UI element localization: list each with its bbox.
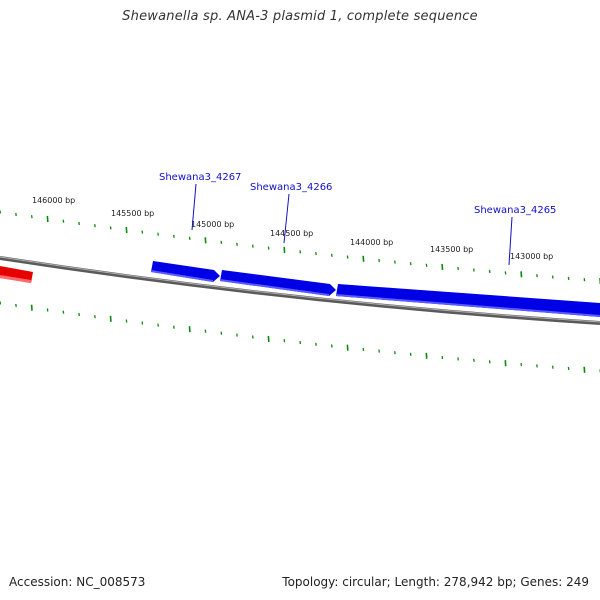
gene-feature-shewana3-4267[interactable] bbox=[151, 261, 220, 282]
sequence-backbone-highlight bbox=[0, 256, 600, 323]
tick-label: 143500 bp bbox=[430, 245, 473, 254]
outer-tick-track bbox=[0, 210, 600, 285]
gene-feature-shewana3-4266[interactable] bbox=[220, 270, 336, 296]
gene-feature-shewana3-4265[interactable] bbox=[336, 284, 600, 317]
tick-label: 146000 bp bbox=[32, 196, 75, 205]
gene-label-leader-4266 bbox=[283, 193, 290, 244]
gene-label-leader-4265 bbox=[508, 216, 513, 266]
inner-tick-track bbox=[0, 301, 600, 373]
tick-label: 145000 bp bbox=[191, 220, 234, 229]
gene-label[interactable]: Shewana3_4265 bbox=[474, 205, 556, 216]
sequence-summary-text: Topology: circular; Length: 278,942 bp; … bbox=[282, 575, 589, 589]
gene-label[interactable]: Shewana3_4266 bbox=[250, 182, 332, 193]
accession-text: Accession: NC_008573 bbox=[9, 575, 146, 589]
sequence-backbone bbox=[0, 256, 600, 325]
gene-label[interactable]: Shewana3_4267 bbox=[159, 172, 241, 183]
tick-label: 143000 bp bbox=[510, 252, 553, 261]
tick-label: 144000 bp bbox=[350, 238, 393, 247]
page-title: Shewanella sp. ANA-3 plasmid 1, complete… bbox=[122, 9, 478, 24]
gene-feature-red[interactable] bbox=[0, 266, 33, 283]
tick-label: 144500 bp bbox=[270, 229, 313, 238]
gene-label-leader-4267 bbox=[191, 183, 197, 231]
tick-label: 145500 bp bbox=[111, 209, 154, 218]
